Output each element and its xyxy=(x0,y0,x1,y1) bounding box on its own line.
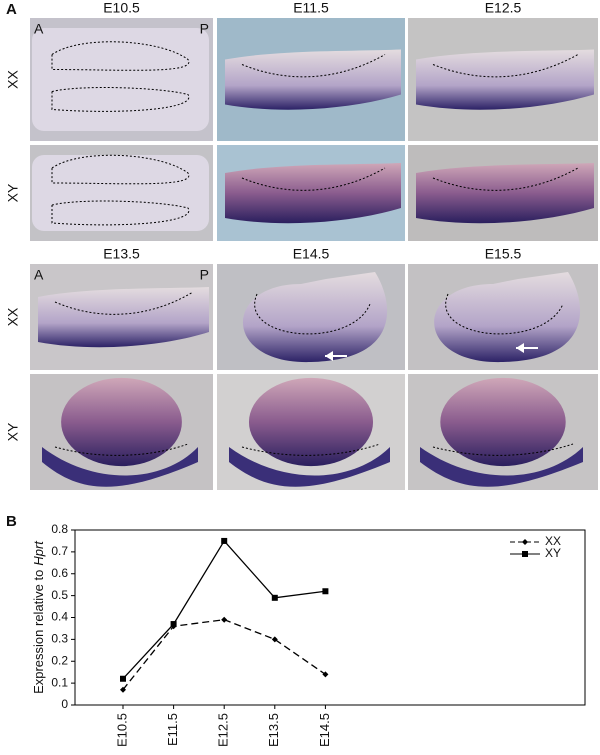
y-tick-label: 0.8 xyxy=(51,522,68,536)
series-line xyxy=(122,619,326,691)
y-tick-label: 0.5 xyxy=(51,588,68,602)
stage-label: E14.5 xyxy=(293,246,330,262)
point-marker xyxy=(322,588,329,595)
point-marker xyxy=(120,686,126,693)
stage-label: E10.5 xyxy=(103,0,140,16)
x-tick-label: E13.5 xyxy=(266,713,281,747)
point-marker xyxy=(522,539,528,545)
x-tick-label: E14.5 xyxy=(317,713,332,747)
gonad-outline xyxy=(51,200,190,226)
arrowhead xyxy=(516,343,524,353)
y-tick-label: 0.6 xyxy=(51,566,68,580)
gonad-outline xyxy=(54,291,194,315)
testis xyxy=(440,377,566,467)
x-tick-label: E11.5 xyxy=(165,713,180,746)
row-label: XX xyxy=(5,70,21,89)
stage-label: E15.5 xyxy=(485,246,522,262)
gonad-outline xyxy=(51,87,190,112)
point-marker xyxy=(120,675,126,682)
x-tick-label: E12.5 xyxy=(216,713,231,747)
testis xyxy=(61,377,182,467)
row-label: XY xyxy=(5,422,21,441)
testis xyxy=(248,377,374,467)
posterior-label: P xyxy=(200,267,209,283)
stage-label: E11.5 xyxy=(293,0,329,16)
gonad-outline xyxy=(432,167,579,191)
gonad-outline xyxy=(241,167,386,191)
gonad-outline xyxy=(51,154,190,185)
y-tick-label: 0 xyxy=(61,697,68,711)
point-marker xyxy=(522,551,528,557)
point-marker xyxy=(322,671,329,678)
gonad-outline xyxy=(445,293,564,335)
legend-label: XX xyxy=(545,534,561,548)
mesonephros xyxy=(420,447,583,487)
panel-label: A xyxy=(6,1,17,18)
x-tick-label: E10.5 xyxy=(114,713,129,747)
tissue xyxy=(225,163,401,224)
mesonephros xyxy=(42,447,198,487)
tissue xyxy=(32,155,209,231)
anterior-label: A xyxy=(34,267,44,283)
y-axis-label-text: Expression relative to xyxy=(31,570,46,694)
tissue xyxy=(416,163,594,224)
legend-label: XY xyxy=(545,546,561,560)
point-marker xyxy=(271,594,278,601)
gonad-outline xyxy=(432,443,574,456)
gonad-outline xyxy=(51,41,190,71)
point-marker xyxy=(221,537,228,544)
gonad-outline xyxy=(54,443,189,456)
series-line xyxy=(122,539,326,680)
tissue xyxy=(434,272,581,363)
row-label: XX xyxy=(5,307,21,326)
y-tick-label: 0.4 xyxy=(51,610,68,624)
point-marker xyxy=(271,636,278,643)
point-marker xyxy=(221,616,228,623)
y-tick-label: 0.2 xyxy=(51,653,68,667)
tissue xyxy=(38,287,209,348)
stage-label: E13.5 xyxy=(103,246,140,262)
gonad-outline xyxy=(241,54,386,78)
point-marker xyxy=(170,621,177,628)
posterior-label: P xyxy=(200,21,209,37)
tissue xyxy=(416,49,594,110)
arrowhead xyxy=(325,351,333,361)
gonad-outline xyxy=(241,443,381,456)
tissue xyxy=(225,49,401,110)
tissue xyxy=(242,272,388,363)
y-tick-label: 0.3 xyxy=(51,632,68,646)
gonad-outline xyxy=(254,293,371,335)
plot-frame xyxy=(74,529,586,706)
row-label: XY xyxy=(5,183,21,202)
gonad-outline xyxy=(432,54,579,78)
y-axis-label-gene: Hprt xyxy=(31,540,46,566)
mesonephros xyxy=(229,447,390,487)
y-axis-label: Expression relative to Hprt xyxy=(31,540,46,694)
stage-label: E12.5 xyxy=(485,0,522,16)
y-tick-label: 0.1 xyxy=(51,675,68,689)
panel-label: B xyxy=(6,513,17,530)
anterior-label: A xyxy=(34,21,44,37)
tissue xyxy=(32,28,209,131)
y-tick-label: 0.7 xyxy=(51,544,68,558)
